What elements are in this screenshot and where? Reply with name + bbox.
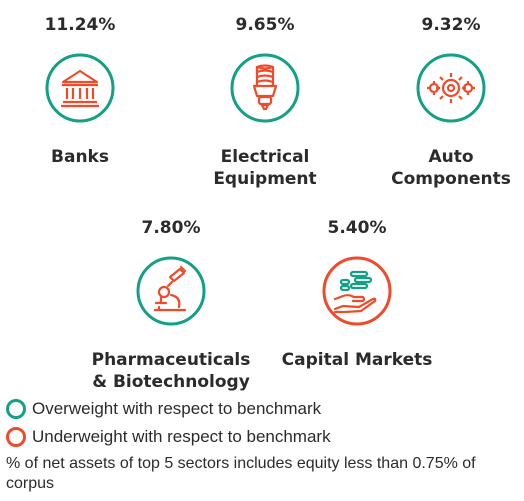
sector-percent: 11.24% — [44, 15, 116, 35]
sector-percent: 9.65% — [235, 15, 295, 35]
legend-underweight-label: Underweight with respect to benchmark — [32, 427, 331, 446]
sector-name: Electrical Equipment — [213, 147, 317, 189]
gears-icon — [416, 53, 486, 123]
sector-electrical-equipment: 9.65% Electrical Equipment — [180, 14, 350, 190]
microscope-icon — [136, 256, 206, 326]
footnote: % of net assets of top 5 sectors include… — [6, 455, 476, 492]
sector-capital-markets: 5.40% Capital Markets — [272, 217, 442, 371]
sector-name: Banks — [51, 147, 109, 167]
sector-banks: 11.24% Banks — [0, 14, 165, 168]
bank-icon — [45, 53, 115, 123]
legend-overweight: Overweight with respect to benchmark — [6, 399, 321, 419]
sector-name: Pharmaceuticals & Biotechnology — [91, 350, 251, 392]
legend-overweight-label: Overweight with respect to benchmark — [32, 399, 322, 418]
sector-percent: 9.32% — [421, 15, 481, 35]
coins-hand-icon — [322, 256, 392, 326]
sector-percent: 5.40% — [327, 218, 387, 238]
sector-name: Capital Markets — [281, 350, 433, 370]
overweight-circle-icon — [6, 399, 26, 419]
sector-pharmaceuticals-biotechnology: 7.80% Pharmaceuticals & Biotechnology — [86, 217, 256, 393]
legend-underweight: Underweight with respect to benchmark — [6, 427, 331, 447]
sector-auto-components: 9.32% Auto Components — [366, 14, 524, 190]
underweight-circle-icon — [6, 427, 26, 447]
sector-percent: 7.80% — [141, 218, 201, 238]
sector-name: Auto Components — [391, 147, 511, 189]
light-bulb-icon — [230, 53, 300, 123]
